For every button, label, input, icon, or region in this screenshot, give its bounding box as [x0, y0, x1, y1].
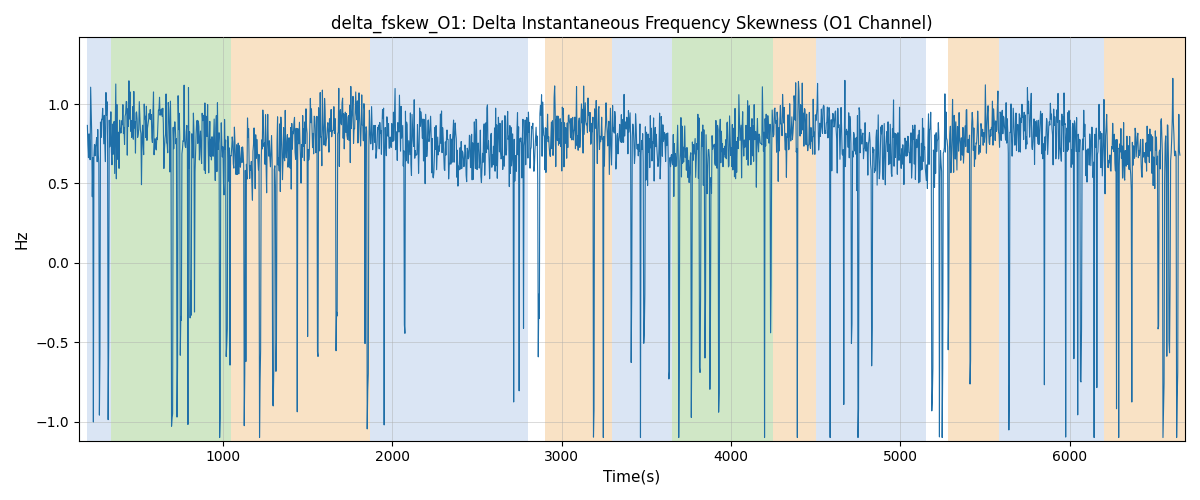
Bar — [1104, 38, 1186, 440]
Bar — [232, 38, 371, 440]
Bar — [773, 38, 816, 440]
Bar — [612, 38, 672, 440]
X-axis label: Time(s): Time(s) — [604, 470, 660, 485]
Bar — [998, 38, 1104, 440]
Bar — [88, 38, 112, 440]
Bar — [371, 38, 528, 440]
Bar — [545, 38, 612, 440]
Bar — [816, 38, 926, 440]
Bar — [948, 38, 998, 440]
Bar — [672, 38, 773, 440]
Title: delta_fskew_O1: Delta Instantaneous Frequency Skewness (O1 Channel): delta_fskew_O1: Delta Instantaneous Freq… — [331, 15, 932, 34]
Y-axis label: Hz: Hz — [14, 230, 30, 249]
Bar — [112, 38, 232, 440]
